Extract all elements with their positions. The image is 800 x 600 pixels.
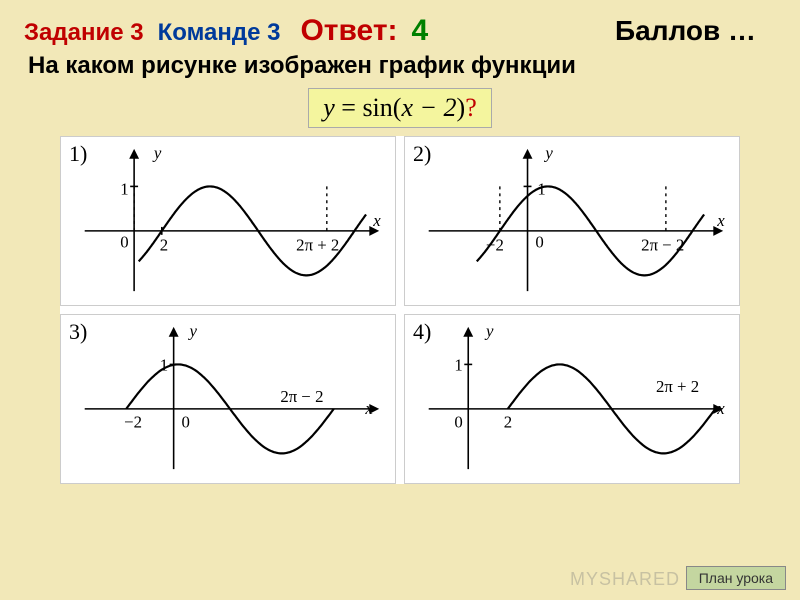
watermark: MYSHARED — [570, 569, 680, 590]
svg-text:1: 1 — [160, 355, 168, 374]
points-label: Баллов … — [615, 15, 776, 47]
answer-label: Ответ: — [300, 14, 397, 48]
answer-value: 4 — [412, 14, 429, 48]
svg-text:−2: −2 — [486, 236, 504, 255]
svg-text:2π + 2: 2π + 2 — [656, 377, 699, 396]
charts-grid: 1)y1022π + 2x2)y10−22π − 2x3)y10−22π − 2… — [60, 136, 740, 484]
svg-text:x: x — [716, 211, 725, 230]
question-text: На каком рисунке изображен график функци… — [0, 48, 800, 86]
formula-box: y = sin(x − 2)? — [308, 88, 492, 128]
chart-number: 1) — [69, 141, 87, 167]
svg-text:−2: −2 — [124, 413, 142, 432]
svg-text:0: 0 — [182, 413, 190, 432]
svg-text:y: y — [187, 322, 197, 341]
formula-qmark: ? — [465, 93, 477, 122]
svg-text:y: y — [484, 322, 494, 341]
formula-fn: sin — [362, 93, 392, 122]
svg-text:y: y — [152, 144, 162, 163]
formula-lhs: y — [323, 93, 335, 122]
svg-text:0: 0 — [535, 233, 543, 252]
svg-text:y: y — [543, 144, 553, 163]
team-label: Команде 3 — [158, 19, 281, 47]
chart-number: 2) — [413, 141, 431, 167]
svg-text:1: 1 — [537, 179, 545, 198]
svg-text:2: 2 — [160, 236, 168, 255]
formula-arg: x − 2 — [401, 93, 456, 122]
svg-text:2: 2 — [504, 413, 512, 432]
svg-text:1: 1 — [454, 355, 462, 374]
svg-text:x: x — [364, 399, 373, 418]
chart-cell-3: 3) y1 0 −2 2π − 2 x — [60, 314, 396, 484]
chart-cell-4: 4) y 1 0 2 2π + 2 x — [404, 314, 740, 484]
svg-text:0: 0 — [120, 233, 128, 252]
chart-number: 4) — [413, 319, 431, 345]
svg-text:1: 1 — [120, 179, 128, 198]
chart-cell-1: 1) y 1 0 2 2π + 2 x — [60, 136, 396, 306]
chart-number: 3) — [69, 319, 87, 345]
svg-text:x: x — [372, 211, 381, 230]
formula-eq: = — [341, 93, 356, 122]
lesson-plan-button[interactable]: План урока — [686, 566, 786, 590]
svg-text:2π − 2: 2π − 2 — [641, 236, 684, 255]
formula-row: y = sin(x − 2)? — [0, 86, 800, 136]
svg-text:2π + 2: 2π + 2 — [296, 236, 339, 255]
task-label: Задание 3 — [24, 19, 144, 47]
svg-text:0: 0 — [454, 413, 462, 432]
chart-cell-2: 2) y 1 0 −2 2π − 2 x — [404, 136, 740, 306]
svg-text:x: x — [716, 399, 725, 418]
svg-text:2π − 2: 2π − 2 — [280, 387, 323, 406]
